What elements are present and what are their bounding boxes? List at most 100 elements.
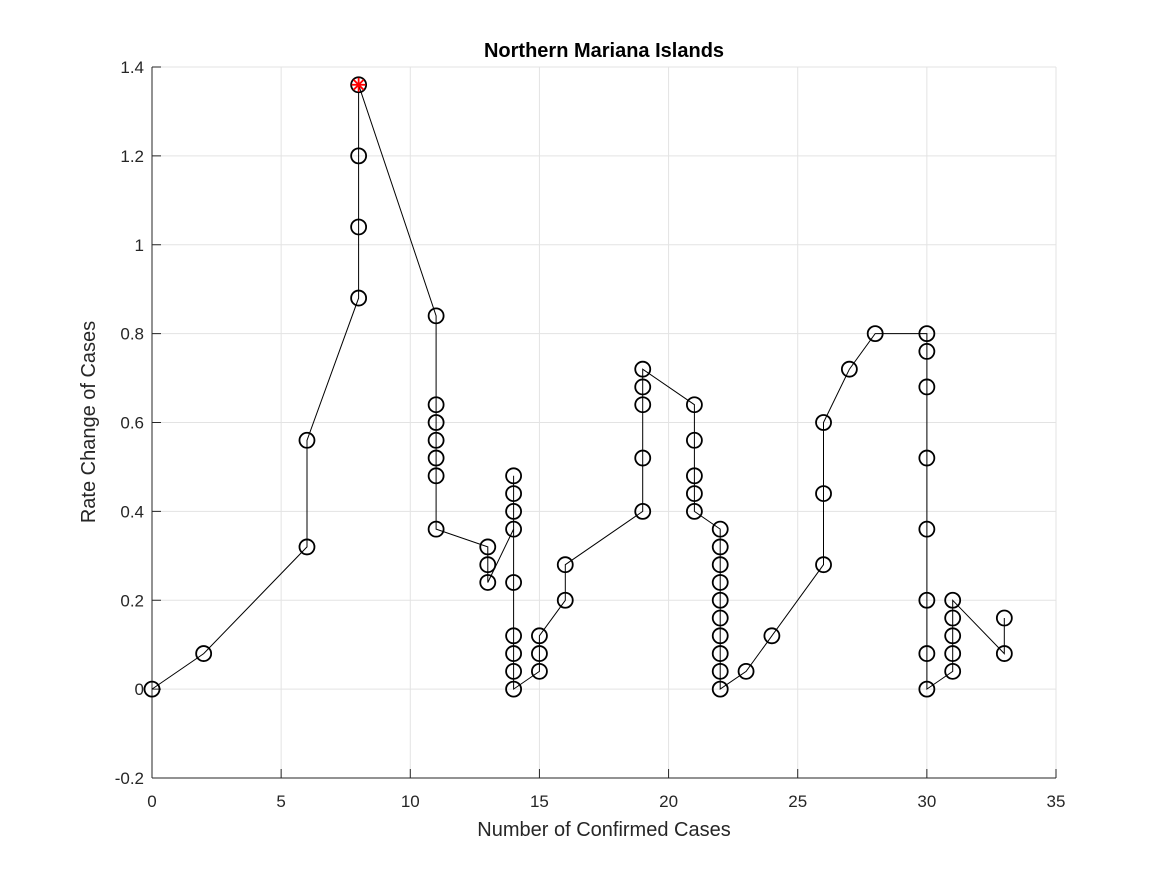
data-point — [505, 502, 522, 520]
data-point — [944, 645, 962, 662]
y-tick-label: 0.2 — [120, 591, 144, 610]
data-point — [815, 414, 832, 431]
data-point — [479, 574, 497, 591]
x-tick-label: 15 — [530, 792, 549, 811]
data-point — [711, 645, 729, 662]
data-point — [866, 325, 884, 343]
highlight-asterisk-stroke — [352, 79, 365, 91]
data-point — [840, 360, 858, 378]
data-point — [427, 520, 445, 538]
data-point — [350, 147, 368, 165]
grid-layer — [151, 66, 1057, 779]
data-point — [815, 556, 832, 574]
data-point — [711, 538, 729, 556]
data-point — [944, 627, 962, 645]
data-point — [479, 556, 497, 574]
y-tick-label: 0 — [135, 680, 144, 699]
x-tick-label: 30 — [917, 792, 936, 811]
data-point — [686, 502, 703, 520]
data-point — [505, 485, 522, 503]
data-point — [531, 662, 548, 680]
x-tick-label: 25 — [788, 792, 807, 811]
data-point — [711, 609, 729, 627]
data-point — [350, 76, 368, 94]
data-point — [634, 502, 652, 520]
y-tick-label: 0.4 — [120, 502, 144, 521]
data-point — [505, 520, 522, 538]
data-point — [686, 431, 703, 449]
data-point — [918, 449, 936, 467]
data-point — [995, 645, 1013, 662]
data-point — [686, 467, 703, 485]
data-point — [944, 609, 962, 627]
data-point — [918, 520, 936, 538]
data-point — [505, 467, 522, 485]
y-tick-label: 0.6 — [120, 414, 144, 433]
chart-title: Northern Mariana Islands — [484, 40, 724, 62]
data-point — [556, 591, 574, 609]
data-point — [711, 556, 729, 574]
data-point — [479, 538, 497, 556]
data-point — [711, 591, 729, 609]
data-point — [298, 431, 316, 449]
data-point — [944, 662, 962, 680]
x-tick-label: 10 — [401, 792, 420, 811]
data-point — [505, 680, 522, 698]
y-tick-label: 1 — [135, 236, 144, 255]
data-point — [763, 627, 781, 645]
data-point — [505, 645, 522, 662]
data-point — [427, 414, 445, 431]
data-point — [711, 680, 729, 698]
data-point — [350, 289, 368, 307]
data-point — [815, 485, 832, 503]
data-point — [918, 378, 936, 396]
data-point — [918, 325, 936, 343]
data-point — [531, 627, 548, 645]
data-point — [195, 645, 213, 662]
data-point — [505, 574, 522, 591]
data-point — [427, 449, 445, 467]
data-point — [505, 662, 522, 680]
data-point — [143, 680, 161, 698]
data-point — [634, 360, 652, 378]
series-line — [151, 84, 1005, 691]
data-point — [918, 342, 936, 360]
series-layer — [143, 76, 1013, 698]
data-point — [556, 556, 574, 574]
y-tick-label: 1.2 — [120, 147, 144, 166]
y-tick-label: -0.2 — [115, 769, 144, 788]
data-point — [944, 591, 962, 609]
y-axis-label: Rate Change of Cases — [78, 321, 100, 523]
x-tick-label: 20 — [659, 792, 678, 811]
x-tick-label: 5 — [276, 792, 285, 811]
tick-label-layer: 0 5 10 15 20 25 30 35-0.200.20.40.60.811.21.4 — [115, 58, 1066, 811]
data-point — [711, 627, 729, 645]
data-point — [737, 662, 755, 680]
data-point — [711, 574, 729, 591]
data-point — [350, 218, 368, 236]
data-point — [918, 591, 936, 609]
data-point — [995, 609, 1013, 627]
data-point — [531, 645, 548, 662]
data-point — [634, 396, 652, 414]
data-point — [918, 645, 936, 662]
x-tick-label: 0 — [147, 792, 156, 811]
data-point — [427, 431, 445, 449]
data-point — [686, 396, 703, 414]
data-point — [427, 467, 445, 485]
data-point — [298, 538, 316, 556]
data-point — [711, 662, 729, 680]
highlight-point — [351, 77, 366, 92]
data-point — [427, 396, 445, 414]
data-point — [634, 449, 652, 467]
data-point — [918, 680, 936, 698]
x-tick-label: 35 — [1047, 792, 1066, 811]
y-tick-label: 1.4 — [120, 58, 144, 77]
data-point — [634, 378, 652, 396]
data-point — [505, 627, 522, 645]
data-point — [686, 485, 703, 503]
y-tick-label: 0.8 — [120, 325, 144, 344]
data-point — [711, 520, 729, 538]
